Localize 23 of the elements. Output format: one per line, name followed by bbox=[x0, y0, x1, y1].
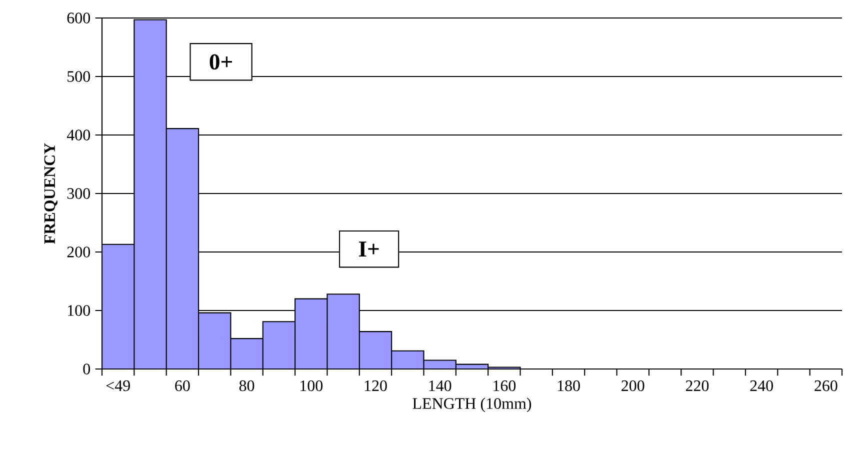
x-tick-label: 120 bbox=[364, 380, 387, 392]
x-tick-label: 140 bbox=[429, 380, 452, 392]
x-tick-label: 180 bbox=[558, 380, 580, 392]
annotation: 0+ bbox=[210, 54, 232, 70]
x-axis-title: LENGTH (10mm) bbox=[412, 398, 532, 412]
annotation: I+ bbox=[358, 242, 379, 256]
y-tick-label: 500 bbox=[68, 71, 90, 82]
x-tick-label: 100 bbox=[300, 380, 323, 392]
x-tick-label: <49 bbox=[106, 380, 130, 392]
x-tick-label: 220 bbox=[686, 380, 709, 392]
x-tick-label: 80 bbox=[239, 380, 254, 392]
x-tick-label: 200 bbox=[622, 380, 644, 392]
y-tick-label: 100 bbox=[68, 305, 90, 316]
x-tick-label: 60 bbox=[175, 380, 190, 392]
x-tick-label: 240 bbox=[750, 380, 773, 392]
y-tick-label: 0 bbox=[83, 364, 90, 374]
x-tick-label: 160 bbox=[494, 380, 516, 392]
y-tick-label: 400 bbox=[66, 130, 90, 140]
y-tick-label: 300 bbox=[67, 188, 90, 199]
x-tick-label: 260 bbox=[814, 380, 838, 392]
y-axis-title: FREQUENCY bbox=[44, 143, 58, 244]
y-tick-label: 600 bbox=[67, 12, 90, 24]
y-tick-label: 200 bbox=[67, 246, 90, 258]
